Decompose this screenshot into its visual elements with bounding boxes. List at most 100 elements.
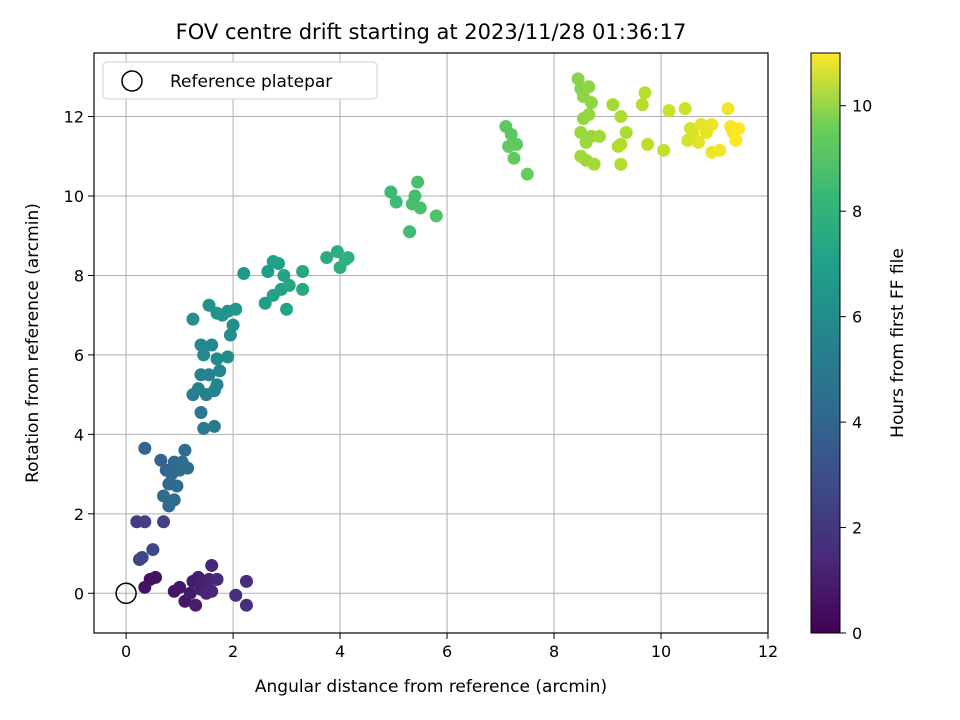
x-tick-label: 6 xyxy=(442,642,452,661)
colorbar-gradient xyxy=(810,52,841,634)
data-point xyxy=(183,586,197,600)
data-point xyxy=(691,135,705,149)
data-point xyxy=(614,157,628,171)
data-point xyxy=(614,110,628,124)
data-point xyxy=(202,368,216,382)
x-tick-label: 2 xyxy=(228,642,238,661)
legend-label: Reference platepar xyxy=(170,72,332,92)
data-point xyxy=(194,338,208,352)
colorbar-tick-label: 6 xyxy=(852,308,862,327)
y-axis-label: Rotation from reference (arcmin) xyxy=(23,203,43,483)
x-axis: 0 2 4 6 8 10 12 xyxy=(121,633,778,661)
data-point xyxy=(296,264,310,278)
data-point xyxy=(413,201,427,215)
data-point xyxy=(229,302,243,316)
data-point xyxy=(138,441,152,455)
y-tick-label: 10 xyxy=(64,187,84,206)
data-point xyxy=(571,72,585,86)
data-point xyxy=(239,574,253,588)
y-axis: 0 2 4 6 8 10 12 xyxy=(64,108,94,603)
data-point xyxy=(202,298,216,312)
x-axis-label: Angular distance from reference (arcmin) xyxy=(255,677,607,697)
y-tick-label: 0 xyxy=(74,584,84,603)
data-point xyxy=(205,338,219,352)
data-point xyxy=(189,598,203,612)
data-point xyxy=(638,86,652,100)
data-point xyxy=(146,543,160,557)
data-point xyxy=(429,209,443,223)
data-point xyxy=(296,282,310,296)
data-point xyxy=(157,489,171,503)
data-point xyxy=(210,378,224,392)
data-point xyxy=(207,419,221,433)
data-point xyxy=(657,143,671,157)
x-tick-label: 0 xyxy=(121,642,131,661)
colorbar-label: Hours from first FF file xyxy=(888,248,908,438)
reference-marker xyxy=(115,582,137,605)
data-point xyxy=(411,175,425,189)
data-point xyxy=(341,251,355,265)
data-point xyxy=(261,264,275,278)
data-point xyxy=(403,225,417,239)
data-point xyxy=(510,137,524,151)
data-point xyxy=(593,129,606,143)
data-point xyxy=(587,157,601,171)
data-point xyxy=(205,558,219,572)
data-point xyxy=(330,245,344,259)
data-point xyxy=(194,406,208,420)
data-point xyxy=(223,328,237,342)
data-point xyxy=(226,318,240,332)
data-point xyxy=(135,551,149,565)
y-tick-label: 6 xyxy=(74,346,84,365)
data-point xyxy=(582,108,596,122)
data-point xyxy=(614,137,628,151)
data-point xyxy=(213,364,227,378)
data-point xyxy=(384,185,398,199)
data-point xyxy=(221,350,235,364)
data-point xyxy=(229,588,243,602)
x-tick-label: 10 xyxy=(651,642,671,661)
data-point xyxy=(641,137,655,151)
colorbar-tick-label: 0 xyxy=(852,624,862,643)
data-point xyxy=(606,98,620,112)
data-point xyxy=(157,515,171,529)
data-point xyxy=(178,443,192,457)
data-point xyxy=(282,278,296,292)
data-point xyxy=(197,348,211,362)
x-tick-label: 8 xyxy=(549,642,559,661)
colorbar: 0 2 4 6 8 10 Hours from first FF file xyxy=(810,52,908,643)
data-point xyxy=(237,266,251,280)
data-point xyxy=(280,302,294,316)
data-point xyxy=(662,104,676,118)
data-point xyxy=(154,453,168,467)
legend-marker xyxy=(121,70,143,92)
colorbar-tick-label: 4 xyxy=(852,413,862,432)
plot-frame xyxy=(93,52,769,634)
y-tick-label: 8 xyxy=(74,266,84,285)
data-point xyxy=(574,125,588,139)
data-point xyxy=(320,251,334,265)
data-point xyxy=(167,493,181,507)
data-point xyxy=(582,80,596,94)
y-tick-label: 12 xyxy=(64,108,84,127)
data-point xyxy=(678,102,692,116)
data-point xyxy=(389,195,403,209)
data-point xyxy=(408,189,422,203)
data-point xyxy=(173,580,187,594)
colorbar-tick-label: 8 xyxy=(852,202,862,221)
data-point xyxy=(705,118,719,132)
data-point xyxy=(732,121,746,135)
data-point xyxy=(138,515,152,529)
data-point xyxy=(507,151,521,165)
data-points xyxy=(130,72,746,612)
x-tick-label: 4 xyxy=(335,642,345,661)
legend-box xyxy=(102,61,378,100)
data-point xyxy=(277,268,291,282)
data-point xyxy=(504,127,518,141)
data-point xyxy=(520,167,534,181)
colorbar-tick-label: 10 xyxy=(852,97,872,116)
data-point xyxy=(584,96,598,110)
colorbar-tick-label: 2 xyxy=(852,519,862,538)
data-point xyxy=(619,125,633,139)
